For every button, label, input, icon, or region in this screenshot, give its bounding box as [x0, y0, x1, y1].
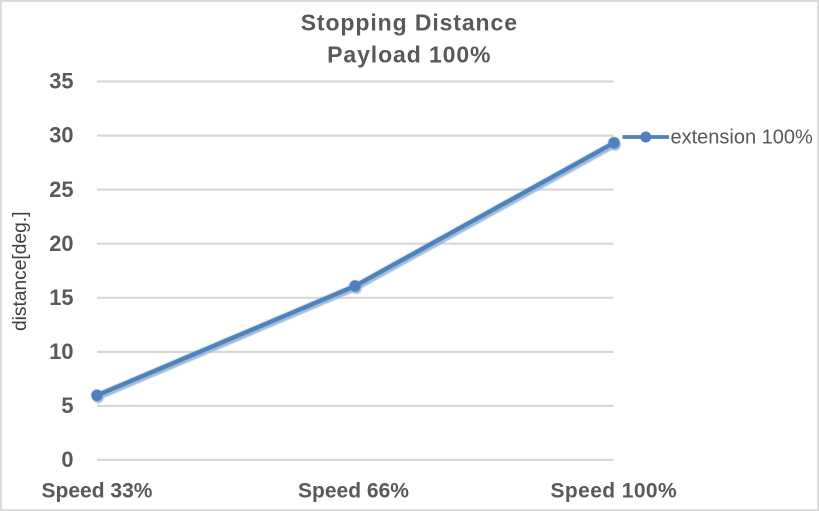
svg-text:Stopping Distance: Stopping Distance: [301, 9, 518, 35]
svg-text:25: 25: [49, 177, 73, 202]
svg-text:0: 0: [61, 447, 73, 472]
svg-text:5: 5: [61, 393, 73, 418]
svg-text:Payload 100%: Payload 100%: [327, 42, 491, 68]
svg-text:30: 30: [49, 123, 73, 148]
svg-text:Speed 100%: Speed 100%: [551, 479, 678, 502]
svg-text:distance[deg.]: distance[deg.]: [10, 212, 31, 331]
svg-text:15: 15: [49, 285, 73, 310]
svg-text:10: 10: [49, 339, 73, 364]
svg-text:Speed 66%: Speed 66%: [298, 479, 409, 502]
svg-text:20: 20: [49, 231, 73, 256]
svg-text:extension 100%: extension 100%: [671, 127, 814, 149]
svg-text:Speed 33%: Speed 33%: [42, 479, 153, 502]
svg-text:35: 35: [49, 69, 73, 94]
